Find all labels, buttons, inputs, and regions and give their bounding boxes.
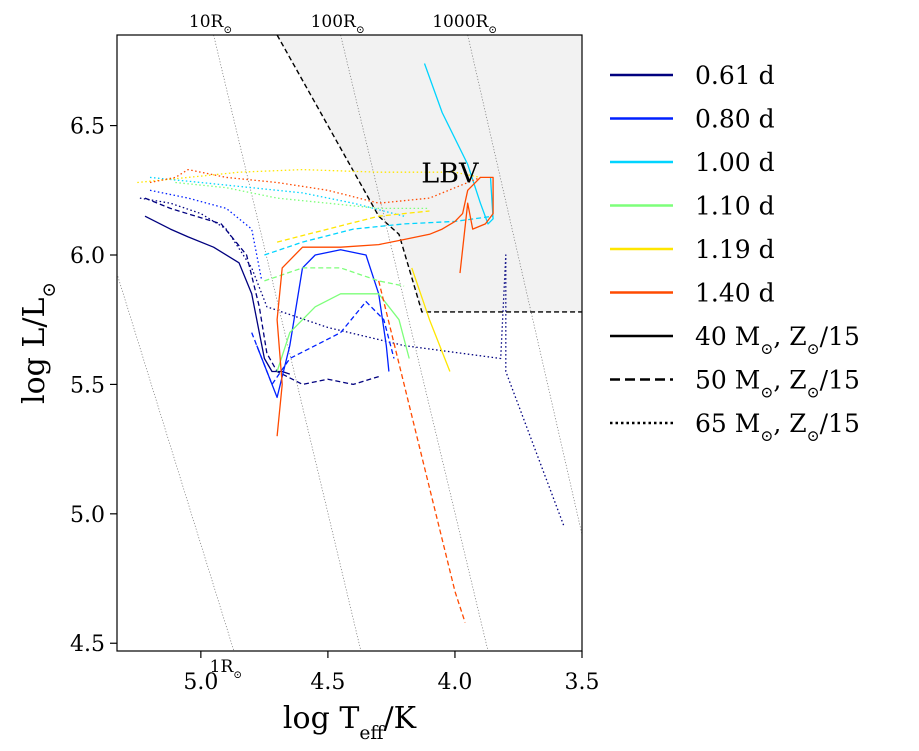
track-1-solid [256, 249, 390, 399]
ticks-layer [110, 124, 583, 658]
radius-line-1 [213, 35, 362, 651]
track-5-solid [276, 176, 494, 437]
x-tick-label-2: 4.0 [437, 670, 472, 695]
y-tick-label-2: 5.5 [70, 373, 105, 398]
x-tick-label-1: 4.5 [310, 670, 345, 695]
labels-layer: 5.0 4.5 4.0 3.5 4.5 5.0 5.5 6.0 6.5 log Teff/K log… [17, 12, 600, 744]
lbv-region-layer [276, 35, 582, 313]
track-3-dotted [175, 181, 430, 210]
radius-label-1: 10R⊙ [189, 12, 232, 36]
radius-line-2 [340, 35, 489, 651]
radius-line-3 [467, 35, 582, 535]
y-tick-label-3: 6.0 [70, 244, 105, 269]
legend-label-2: 1.00 d [695, 148, 775, 177]
legend: 0.61 d 0.80 d 1.00 d 1.10 d 1.19 d 1.40 d 40 M… [610, 61, 860, 445]
track-4-solid [411, 267, 451, 372]
tracks-layer [137, 63, 565, 623]
track-2-dashed [264, 215, 494, 256]
y-tick-label-4: 6.5 [70, 115, 105, 140]
radius-line-0 [117, 272, 235, 651]
lbv-label: LBV [421, 159, 479, 190]
track-3-solid [276, 293, 410, 372]
y-tick-label-0: 4.5 [70, 632, 105, 657]
track-3-dashed [264, 267, 405, 287]
track-0-solid [144, 215, 291, 375]
legend-label-3: 1.10 d [695, 192, 775, 221]
legend-label-0: 0.61 d [695, 61, 775, 90]
track-1-dashed [251, 300, 395, 386]
plot-frame [116, 34, 583, 652]
x-tick-label-3: 3.5 [565, 670, 600, 695]
y-axis-title: log L/L⊙ [17, 282, 60, 404]
lbv-region-fill [277, 35, 582, 312]
radius-label-2: 100R⊙ [311, 12, 365, 36]
x-axis-title: log Teff/K [283, 701, 417, 744]
legend-label-1: 0.80 d [695, 105, 775, 134]
track-5-dashed [378, 280, 466, 623]
track-0-dashed [144, 197, 379, 386]
legend-label-6: 40 M⊙, Z⊙/15 [695, 322, 860, 358]
radius-lines-layer [117, 35, 582, 651]
legend-label-5: 1.40 d [695, 279, 775, 308]
track-1-dotted [149, 189, 263, 282]
track-0-dotted [139, 197, 565, 528]
lbv-region-boundary [276, 35, 582, 313]
radius-label-0: 1R⊙ [210, 657, 242, 681]
track-4-dashed [276, 210, 430, 243]
radius-label-3: 1000R⊙ [432, 12, 497, 36]
y-tick-label-1: 5.0 [70, 503, 105, 528]
legend-label-7: 50 M⊙, Z⊙/15 [695, 366, 860, 402]
legend-label-4: 1.19 d [695, 235, 775, 264]
track-2-solid [423, 63, 494, 225]
x-tick-label-0: 5.0 [183, 670, 218, 695]
track-5-dotted [149, 168, 481, 204]
legend-label-8: 65 M⊙, Z⊙/15 [695, 409, 860, 445]
